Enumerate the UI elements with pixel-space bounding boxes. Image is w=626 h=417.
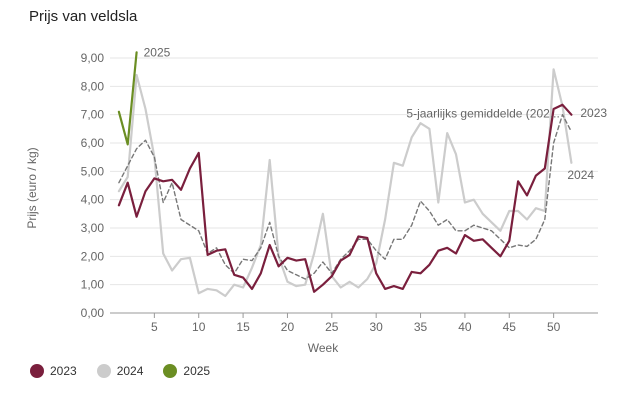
series-lines [117, 51, 573, 298]
axes: 0,00 1,00 2,00 3,00 4,00 5,00 6,00 7,00 8,00 9,00… [81, 51, 598, 334]
legend-item[interactable]: 2024 [96, 364, 144, 378]
y-tick-label: 0,00 [81, 306, 105, 320]
x-tick-label: 10 [192, 320, 206, 334]
y-tick-label: 7,00 [81, 108, 105, 122]
chart-title: Prijs van veldsla [29, 8, 138, 25]
x-tick-label: 40 [458, 320, 472, 334]
legend: 2023 2024 2025 [30, 364, 210, 378]
x-tick-label: 35 [414, 320, 428, 334]
x-tick-label: 5 [151, 320, 158, 334]
x-tick-label: 30 [370, 320, 384, 334]
series-line-2024[interactable] [117, 68, 573, 298]
legend-swatch [30, 364, 44, 378]
y-tick-label: 9,00 [81, 51, 105, 65]
legend-label: 2023 [50, 364, 77, 378]
x-tick-label: 15 [236, 320, 250, 334]
series-end-label: 2023 [580, 106, 607, 120]
legend-swatch [163, 364, 178, 378]
y-tick-label: 6,00 [81, 136, 105, 150]
x-tick-label: 50 [547, 320, 561, 334]
series-line-2025[interactable] [117, 51, 138, 146]
series-line-2023[interactable] [117, 103, 573, 293]
series-end-label: 5-jaarlijks gemiddelde (202... [406, 106, 559, 120]
y-tick-label: 1,00 [81, 278, 105, 292]
series-end-label: 2024 [567, 168, 594, 182]
legend-item[interactable]: 2025 [163, 364, 210, 378]
y-tick-label: 2,00 [81, 249, 105, 263]
y-tick-label: 8,00 [81, 79, 105, 93]
legend-label: 2025 [183, 364, 211, 378]
x-tick-label: 20 [281, 320, 295, 334]
legend-label: 2024 [116, 364, 144, 378]
legend-item[interactable]: 2023 [30, 364, 77, 378]
series-line-5-jaarlijks-gemiddelde[interactable] [118, 114, 573, 280]
legend-swatch [96, 364, 111, 378]
series-end-label: 2025 [144, 45, 171, 59]
y-tick-label: 3,00 [81, 221, 105, 235]
x-tick-label: 25 [325, 320, 339, 334]
x-tick-label: 45 [503, 320, 517, 334]
x-axis-label: Week [308, 341, 339, 355]
y-tick-label: 4,00 [81, 193, 105, 207]
series-end-labels: 2024 5-jaarlijks gemiddelde (202... 2023 20… [144, 45, 608, 182]
y-tick-label: 5,00 [81, 164, 105, 178]
y-axis-label: Prijs (euro / kg) [25, 147, 39, 228]
